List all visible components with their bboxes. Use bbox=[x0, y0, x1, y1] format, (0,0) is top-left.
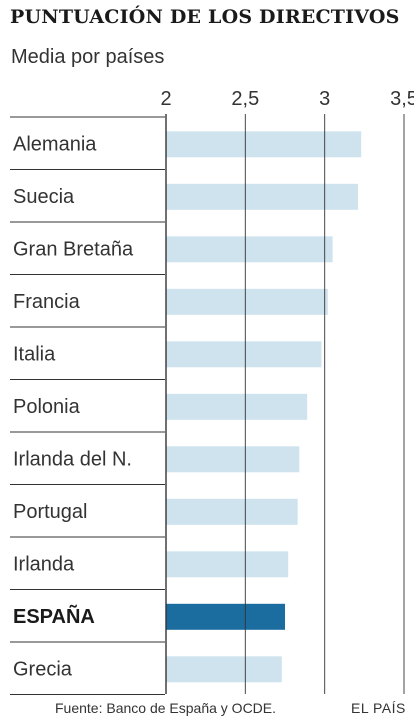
category-label: Italia bbox=[13, 343, 56, 365]
category-label: Grecia bbox=[13, 658, 73, 680]
bar bbox=[166, 341, 322, 368]
publisher-brand: EL PAÍS bbox=[351, 700, 406, 716]
category-label: Irlanda del N. bbox=[13, 448, 132, 470]
x-tick-label: 2 bbox=[160, 88, 171, 110]
bar bbox=[166, 236, 333, 263]
bar bbox=[166, 498, 298, 525]
bar bbox=[166, 446, 300, 473]
bar bbox=[166, 288, 328, 315]
bar bbox=[166, 131, 362, 158]
category-label: Portugal bbox=[13, 501, 88, 523]
bar-chart: 2 2,5 3 3,5 Alemania Suecia Gran Bretaña Franci… bbox=[10, 88, 414, 695]
bar bbox=[166, 183, 358, 210]
chart-subtitle: Media por países bbox=[11, 46, 165, 68]
x-tick-label: 2,5 bbox=[231, 88, 259, 110]
bar bbox=[166, 551, 289, 578]
category-label: Gran Bretaña bbox=[13, 238, 134, 260]
category-label: Suecia bbox=[13, 186, 75, 208]
category-label: Irlanda bbox=[13, 553, 75, 575]
category-label-highlight: ESPAÑA bbox=[13, 605, 95, 628]
chart-title: PUNTUACIÓN DE LOS DIRECTIVOS bbox=[10, 6, 400, 28]
source-note: Fuente: Banco de España y OCDE. bbox=[55, 700, 277, 716]
category-label: Alemania bbox=[13, 133, 97, 155]
x-tick-label: 3,5 bbox=[390, 88, 414, 110]
bar bbox=[166, 656, 282, 683]
chart-footer: Fuente: Banco de España y OCDE. EL PAÍS bbox=[0, 700, 414, 722]
bar bbox=[166, 393, 308, 420]
category-label: Polonia bbox=[13, 396, 81, 418]
bar-highlight bbox=[166, 603, 285, 630]
category-label: Francia bbox=[13, 291, 81, 313]
x-tick-label: 3 bbox=[319, 88, 330, 110]
